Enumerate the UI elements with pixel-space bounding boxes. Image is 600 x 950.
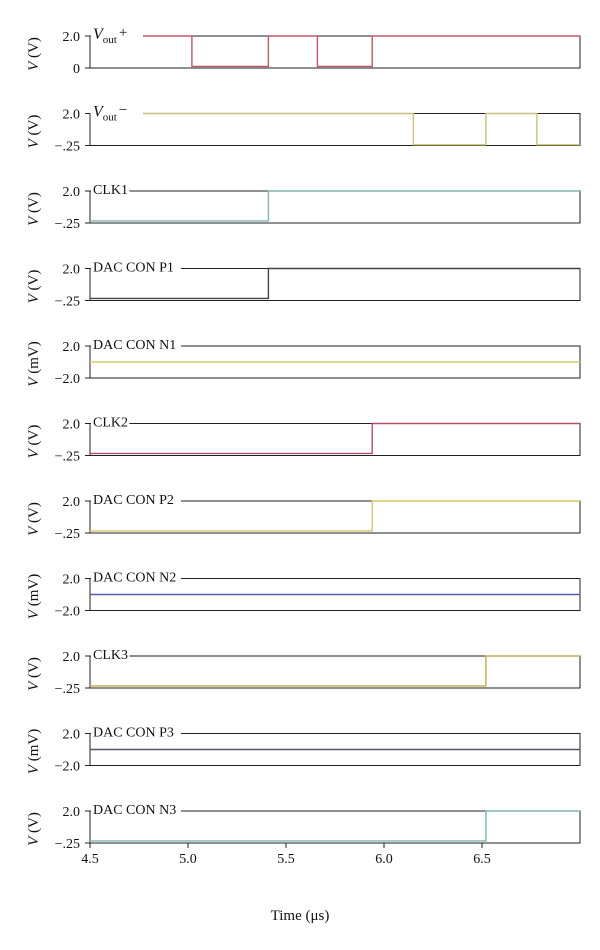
y-tick-label: 2.0 <box>63 573 81 588</box>
panel-2: 2.0 −.25 V (V) CLK1 <box>26 179 581 232</box>
y-tick-label: 2.0 <box>63 418 81 433</box>
y-tick-label: −.25 <box>55 295 80 310</box>
y-tick-label: −.25 <box>55 682 80 697</box>
signal-label-bg <box>91 101 143 119</box>
panel-frame <box>89 423 581 456</box>
y-axis-label: V (V) <box>26 812 42 846</box>
signal-label: CLK2 <box>93 416 128 431</box>
signal-label: DAC CON P3 <box>93 726 174 741</box>
signal-label-bg <box>91 644 130 661</box>
y-axis-label: V (mV) <box>26 574 42 619</box>
signal-label-bg <box>91 334 181 351</box>
x-tick-label: 6.0 <box>375 852 393 867</box>
signal-label-bg <box>91 566 181 584</box>
panel-6: 2.0 −.25 V (V) DAC CON P2 <box>26 489 581 542</box>
y-tick-label: 2.0 <box>63 728 81 743</box>
panel-frame <box>89 35 581 69</box>
signal-trace <box>90 267 580 300</box>
signal-label-bg <box>91 799 181 816</box>
y-tick-label: −.25 <box>55 837 80 852</box>
y-axis-label: V (V) <box>26 657 42 691</box>
panel-frame <box>89 810 581 844</box>
y-axis-label: V (mV) <box>26 341 42 386</box>
panel-10: 2.0 −.25 V (V) DAC CON N3 <box>26 799 581 852</box>
panel-9: 2.0 −2.0 V (mV) DAC CON P3 <box>26 721 581 775</box>
panel-frame <box>89 500 581 534</box>
signal-label-bg <box>91 489 181 506</box>
y-tick-label: −2.0 <box>55 372 80 387</box>
y-axis-label: V (V) <box>26 502 42 536</box>
signal-trace <box>90 112 580 146</box>
signal-label: DAC CON N2 <box>93 571 176 586</box>
x-tick-label: 5.0 <box>179 852 197 867</box>
y-tick-label: 2.0 <box>63 805 81 820</box>
panel-frame <box>89 113 581 146</box>
signal-label-bg <box>91 179 130 196</box>
y-tick-label: 2.0 <box>63 650 81 665</box>
signal-trace <box>90 35 580 68</box>
panel-frame <box>89 190 581 224</box>
signal-label: CLK1 <box>93 183 128 198</box>
x-tick-label: 5.5 <box>277 852 295 867</box>
signal-label: DAC CON N3 <box>93 803 176 818</box>
y-axis-label: V (mV) <box>26 729 42 774</box>
y-tick-label: 2.0 <box>63 185 81 200</box>
signal-trace <box>90 422 580 455</box>
signal-label-bg <box>91 24 143 41</box>
y-tick-label: −2.0 <box>55 605 80 620</box>
y-axis-label: V (V) <box>26 270 42 304</box>
signal-trace <box>90 190 580 222</box>
signal-label-bg <box>91 721 181 739</box>
signal-trace <box>90 500 580 532</box>
panel-5: 2.0 −.25 V (V) CLK2 <box>26 411 581 465</box>
signal-label: DAC CON P1 <box>93 261 174 276</box>
y-tick-label: −.25 <box>55 140 80 155</box>
panel-8: 2.0 −.25 V (V) CLK3 <box>26 644 581 697</box>
signal-label: DAC CON N1 <box>93 338 176 353</box>
signal-label-bg <box>91 256 181 274</box>
y-axis-label: V (V) <box>26 192 42 226</box>
signal-label: Vout − <box>93 103 127 124</box>
signal-label: CLK3 <box>93 648 128 663</box>
panel-frame <box>89 655 581 689</box>
signal-trace <box>90 655 580 687</box>
y-tick-label: 0 <box>73 62 80 77</box>
y-tick-label: 2.0 <box>63 263 81 278</box>
panel-3: 2.0 −.25 V (V) DAC CON P1 <box>26 256 581 310</box>
y-axis-label: V (V) <box>26 425 42 459</box>
y-tick-label: 2.0 <box>63 30 81 45</box>
y-tick-label: 2.0 <box>63 495 81 510</box>
signal-trace <box>90 810 580 842</box>
y-tick-label: −.25 <box>55 217 80 232</box>
y-tick-label: −2.0 <box>55 760 80 775</box>
signal-label-bg <box>91 411 130 429</box>
y-tick-label: −.25 <box>55 527 80 542</box>
x-axis: 4.5 5.0 5.5 6.0 6.5 <box>81 843 491 867</box>
signal-label: DAC CON P2 <box>93 493 174 508</box>
x-tick-label: 6.5 <box>473 852 491 867</box>
chart-panels: 2.0 0 V (V) Vout + 2.0 −.25 V (V) Vout − 2.0 −.25 V … <box>26 24 581 852</box>
y-axis-label: V (V) <box>26 37 42 71</box>
panel-4: 2.0 −2.0 V (mV) DAC CON N1 <box>26 334 581 387</box>
y-tick-label: −.25 <box>55 450 80 465</box>
panel-7: 2.0 −2.0 V (mV) DAC CON N2 <box>26 566 581 620</box>
y-axis-label: V (V) <box>26 115 42 149</box>
signal-label: Vout + <box>93 25 127 46</box>
x-tick-label: 4.5 <box>81 852 99 867</box>
x-axis-label: Time (μs) <box>271 908 330 924</box>
panel-0: 2.0 0 V (V) Vout + <box>26 24 581 77</box>
y-tick-label: 2.0 <box>63 108 81 123</box>
y-tick-label: 2.0 <box>63 340 81 355</box>
panel-1: 2.0 −.25 V (V) Vout − <box>26 101 581 155</box>
